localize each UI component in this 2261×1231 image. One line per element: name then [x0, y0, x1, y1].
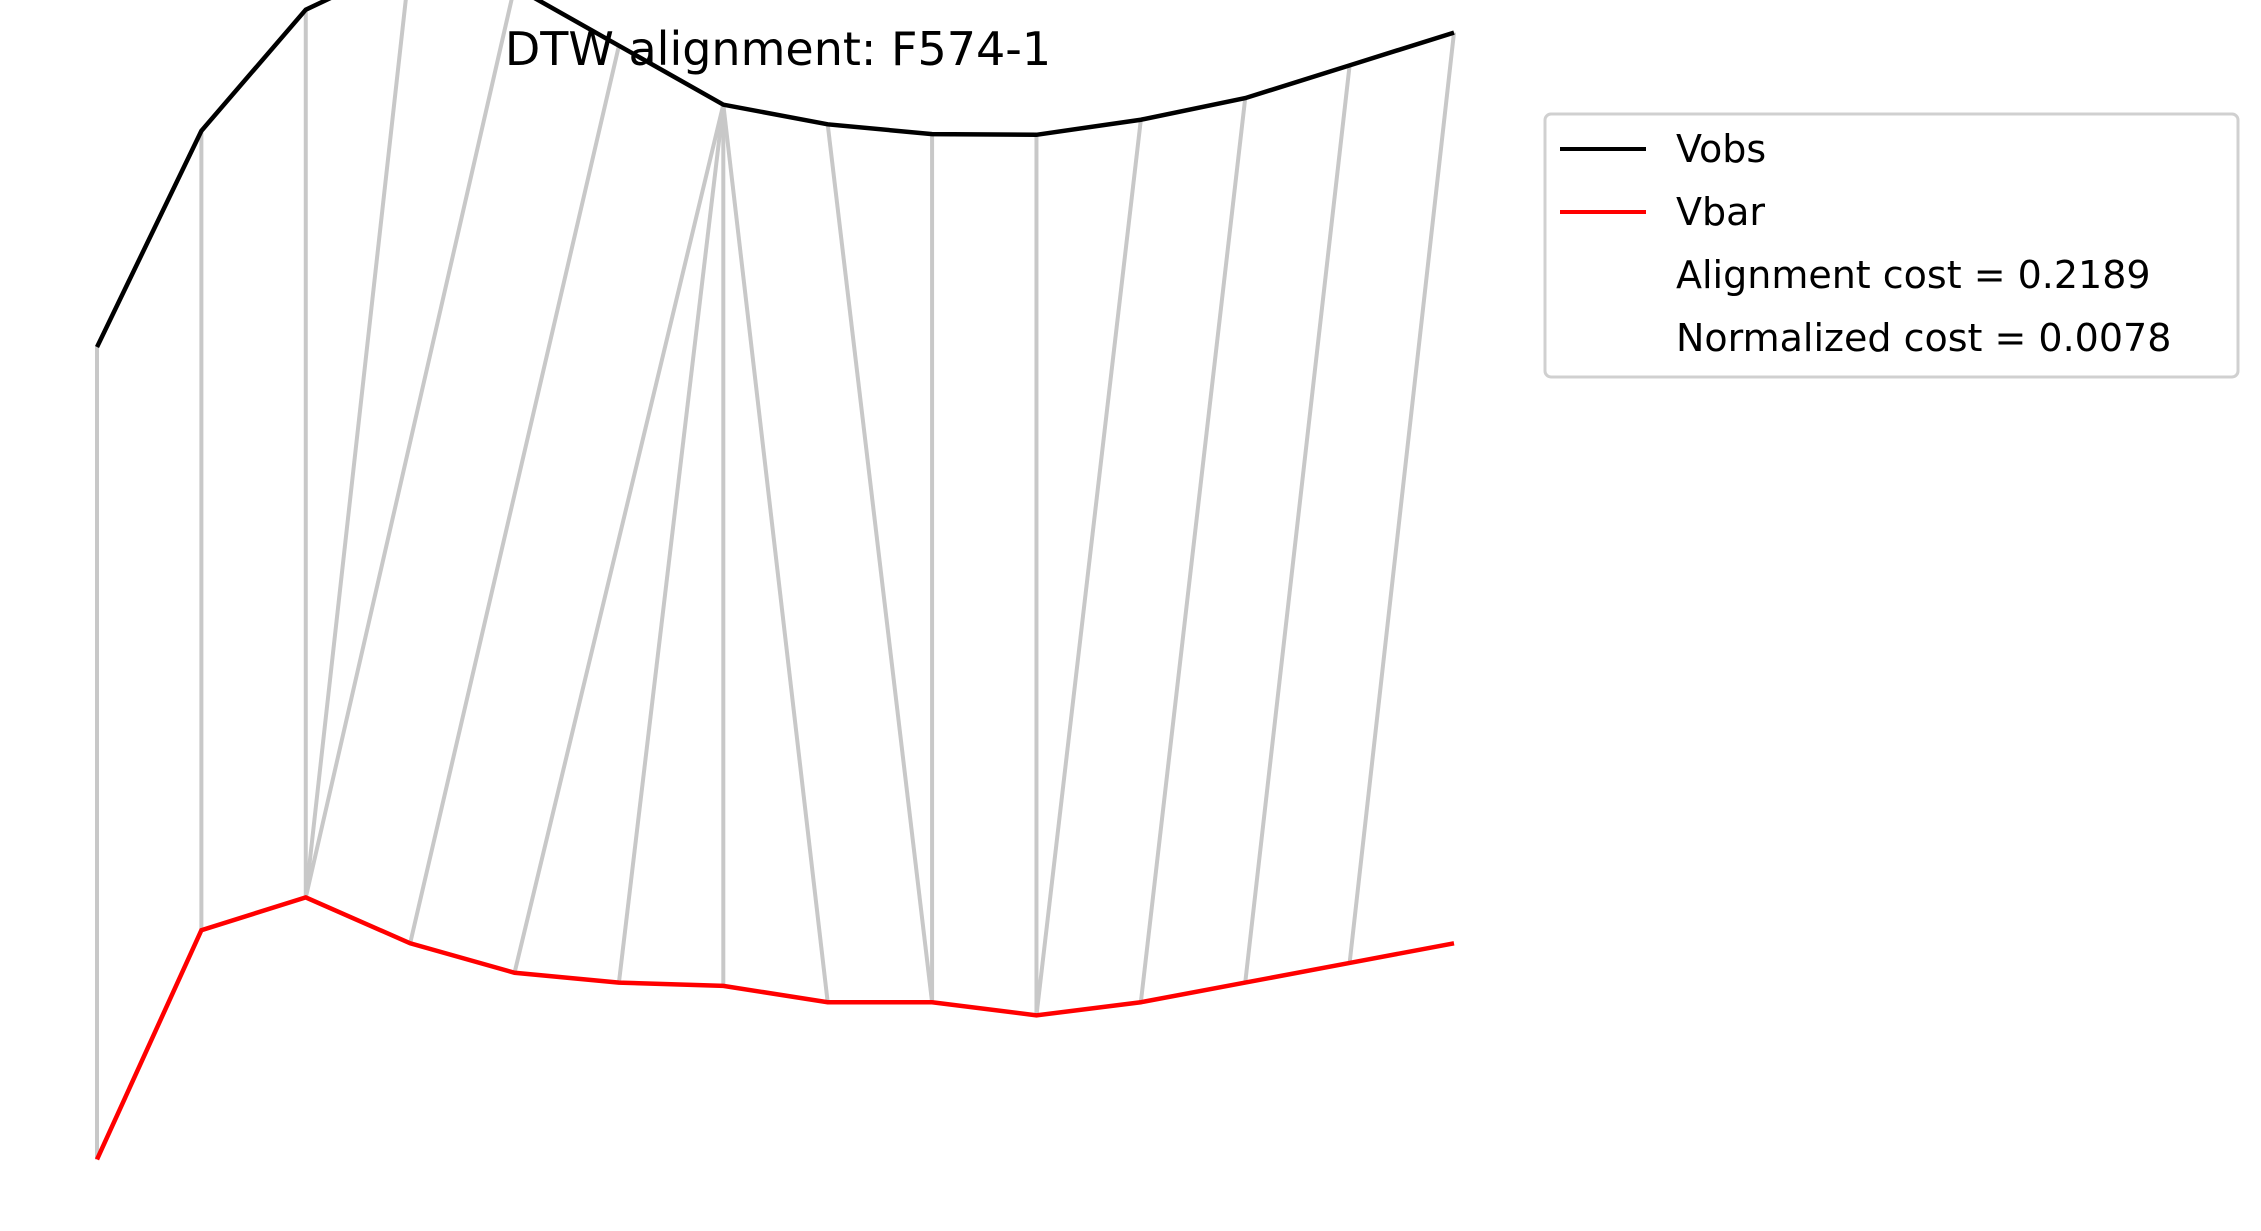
series-line-vobs: [94, 0, 1455, 349]
legend-alignment-cost: Alignment cost = 0.2189: [1676, 253, 2151, 297]
legend-label-vobs: Vobs: [1676, 127, 1766, 171]
alignment-line-16: [1347, 32, 1456, 964]
legend: Vobs Vbar Alignment cost = 0.2189 Normal…: [1543, 112, 2240, 379]
alignment-lines: [95, 0, 1456, 1160]
series-line-vbar: [94, 895, 1455, 1161]
legend-normalized-cost: Normalized cost = 0.0078: [1676, 316, 2171, 360]
alignment-line-10: [825, 124, 935, 1003]
alignment-line-3: [303, 0, 408, 898]
series-lines: [94, 0, 1455, 1161]
alignment-line-15: [1243, 65, 1352, 983]
alignment-line-14: [1138, 97, 1248, 1003]
legend-label-vbar: Vbar: [1676, 190, 1765, 234]
alignment-line-7: [616, 104, 726, 983]
alignment-line-9: [721, 104, 830, 1003]
legend-frame: [1543, 112, 2240, 379]
alignment-line-6: [512, 104, 726, 974]
alignment-line-4: [303, 0, 514, 898]
alignment-line-13: [1034, 119, 1143, 1016]
alignment-line-5: [408, 45, 621, 944]
